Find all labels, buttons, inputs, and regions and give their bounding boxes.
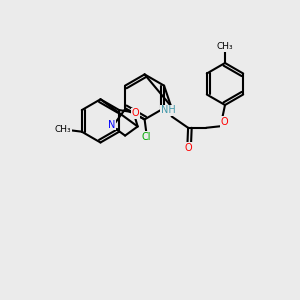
Text: N: N	[108, 120, 116, 130]
Text: Cl: Cl	[142, 132, 152, 142]
Text: NH: NH	[160, 105, 175, 116]
Text: CH₃: CH₃	[55, 125, 71, 134]
Text: O: O	[184, 143, 192, 153]
Text: O: O	[131, 108, 139, 118]
Text: CH₃: CH₃	[217, 42, 233, 51]
Text: O: O	[220, 117, 228, 127]
